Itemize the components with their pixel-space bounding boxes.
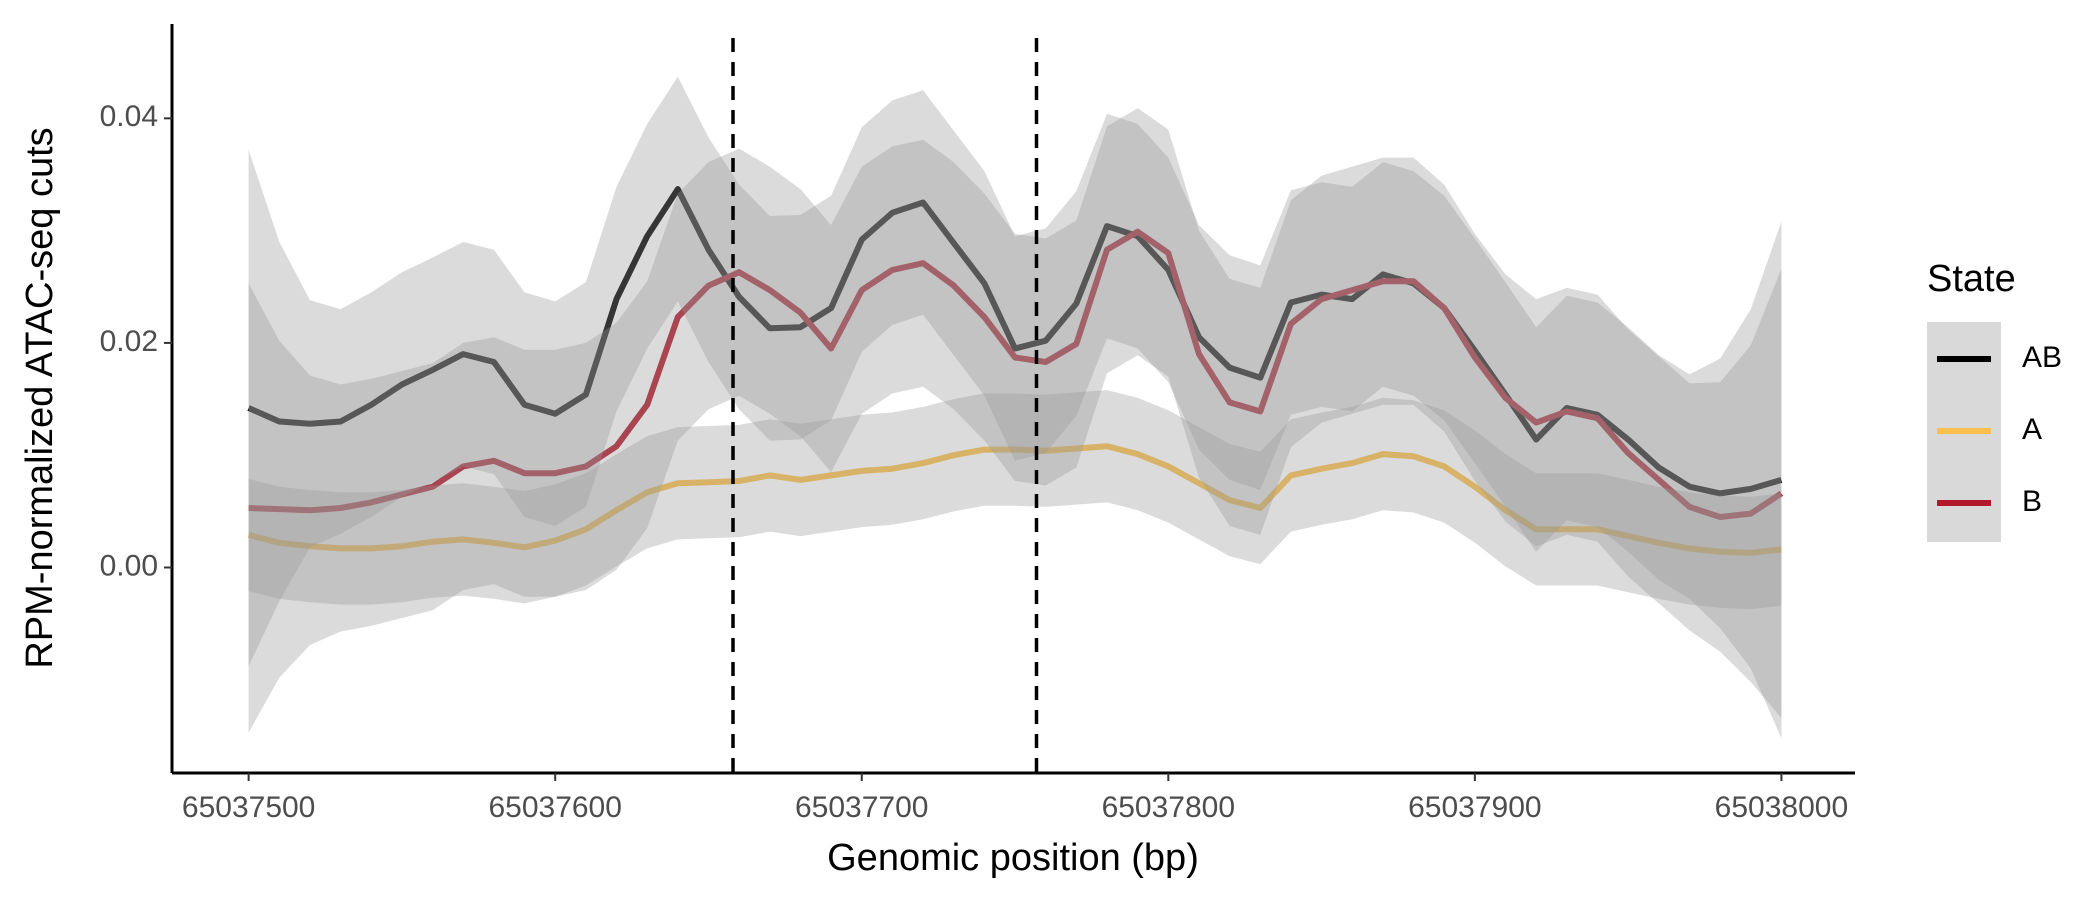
y-tick-label: 0.04 [100, 100, 158, 133]
series-line [247, 443, 1782, 556]
x-tick-label: 65037700 [795, 791, 928, 824]
confidence-ribbon [248, 108, 1782, 733]
confidence-ribbon [248, 390, 1782, 610]
y-tick-label: 0.00 [100, 549, 158, 582]
series-line [247, 186, 1783, 497]
x-tick-label: 65037500 [182, 791, 315, 824]
legend-label: A [2022, 413, 2042, 446]
legend-label: B [2022, 485, 2042, 518]
legend-label: AB [2022, 341, 2062, 374]
x-tick-label: 65037900 [1408, 791, 1541, 824]
x-tick-label: 65037600 [488, 791, 621, 824]
y-tick-label: 0.02 [100, 325, 158, 358]
legend-title: State [1927, 258, 2016, 300]
x-tick-label: 65038000 [1715, 791, 1848, 824]
x-axis-title: Genomic position (bp) [827, 837, 1199, 879]
confidence-ribbon [248, 76, 1782, 739]
y-axis-title: RPM-normalized ATAC-seq cuts [19, 127, 61, 668]
series-line [248, 228, 1784, 520]
x-tick-label: 65037800 [1102, 791, 1235, 824]
